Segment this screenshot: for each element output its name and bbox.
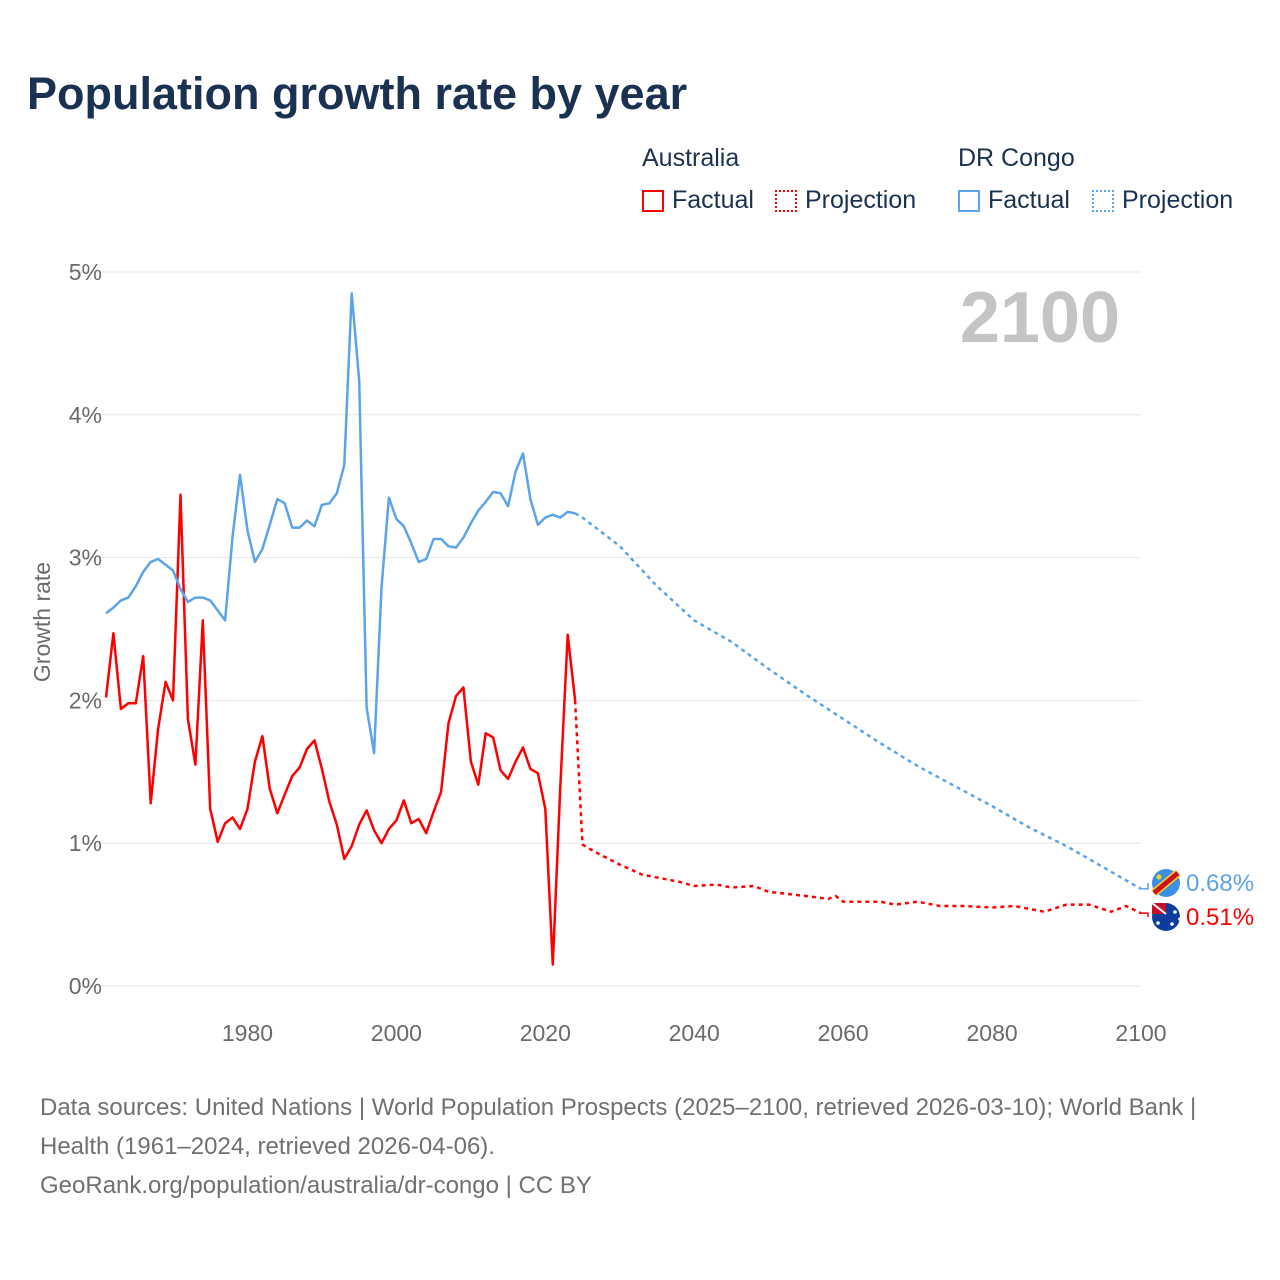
x-tick-label: 2000 <box>371 1020 422 1046</box>
footer: Data sources: United Nations | World Pop… <box>40 1088 1240 1205</box>
connector-line <box>1141 912 1149 917</box>
flag-star <box>1173 910 1177 914</box>
attribution-link[interactable]: GeoRank.org/population/australia/dr-cong… <box>40 1172 592 1199</box>
dr-congo-flag-icon <box>1151 869 1181 897</box>
flag-star <box>1156 921 1160 925</box>
flag-star <box>1170 922 1174 926</box>
x-tick-label: 2100 <box>1115 1020 1166 1046</box>
legend-swatch-dotted <box>775 189 797 212</box>
dr-congo-projection-line <box>574 512 1142 890</box>
dr-congo-end-value: 0.68% <box>1186 870 1254 897</box>
legend-label: Projection <box>1122 186 1234 214</box>
x-tick-label: 2060 <box>818 1020 869 1046</box>
x-tick-label: 2040 <box>669 1020 720 1046</box>
y-tick-label: 1% <box>69 830 102 856</box>
plot-area: 2100 Growth rate 0% 1% 2% 3% 4% 5% 1980 2000 202… <box>29 259 1254 1046</box>
australia-factual-line <box>104 493 577 966</box>
legend-drcongo-projection[interactable]: Projection <box>1092 186 1233 215</box>
australia-flag-icon <box>1151 902 1182 931</box>
y-tick-label: 5% <box>69 259 102 285</box>
y-axis-label: Growth rate <box>29 562 55 682</box>
x-tick-label: 1980 <box>222 1020 273 1046</box>
legend-swatch-dotted <box>1092 189 1114 212</box>
legend-group-australia: Australia <box>642 144 740 172</box>
legend-label: Factual <box>672 186 754 214</box>
legend-swatch-solid <box>642 189 664 212</box>
year-overlay: 2100 <box>960 278 1120 358</box>
legend-label: Factual <box>988 186 1070 214</box>
flag-star <box>1178 917 1182 921</box>
flag-cross <box>1151 902 1167 915</box>
y-tick-label: 0% <box>69 973 102 999</box>
australia-end-value: 0.51% <box>1186 904 1254 931</box>
dr-congo-factual-line <box>105 292 576 755</box>
chart-title: Population growth rate by year <box>27 68 688 119</box>
y-tick-label: 3% <box>69 545 102 571</box>
flag-star <box>1156 874 1162 880</box>
data-sources: Data sources: United Nations | World Pop… <box>40 1094 1197 1160</box>
australia-projection-line <box>573 700 1142 915</box>
flag-stripe <box>1152 871 1180 895</box>
legend-drcongo-factual[interactable]: Factual <box>958 186 1070 215</box>
legend-swatch-solid <box>958 189 980 212</box>
connector-line <box>1141 883 1149 890</box>
legend-australia-factual[interactable]: Factual <box>642 186 754 215</box>
legend-group-drcongo: DR Congo <box>958 144 1075 172</box>
y-tick-label: 2% <box>69 687 102 713</box>
legend-australia-projection[interactable]: Projection <box>775 186 916 215</box>
x-tick-label: 2020 <box>520 1020 571 1046</box>
legend-label: Projection <box>805 186 917 214</box>
x-tick-label: 2080 <box>966 1020 1017 1046</box>
y-tick-label: 4% <box>69 402 102 428</box>
